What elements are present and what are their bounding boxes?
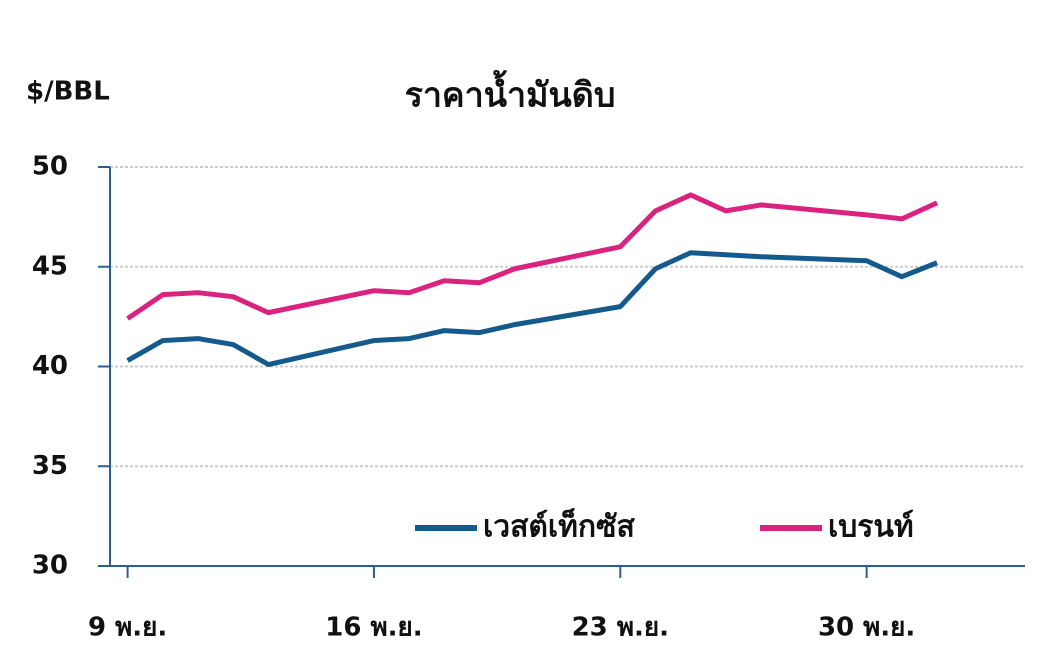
y-axis-label: $/BBL [26,77,110,107]
line-series [126,250,938,368]
line-series [126,192,939,321]
x-tick-label: 30 พ.ย. [818,613,915,643]
y-tick-label: 45 [32,251,68,281]
x-tick-label: 23 พ.ย. [572,613,669,643]
legend-label: เวสต์เท็กซัส [483,508,635,545]
y-tick-label: 35 [32,451,68,481]
x-tick-label: 9 พ.ย. [88,613,167,643]
y-tick-label: 30 [32,551,68,581]
legend-label: เบรนท์ [828,510,914,545]
y-tick-label: 50 [32,152,68,182]
chart-title: ราคาน้ำมันดิบ [405,70,616,116]
x-tick-label: 16 พ.ย. [325,613,422,643]
y-tick-label: 40 [32,351,68,381]
